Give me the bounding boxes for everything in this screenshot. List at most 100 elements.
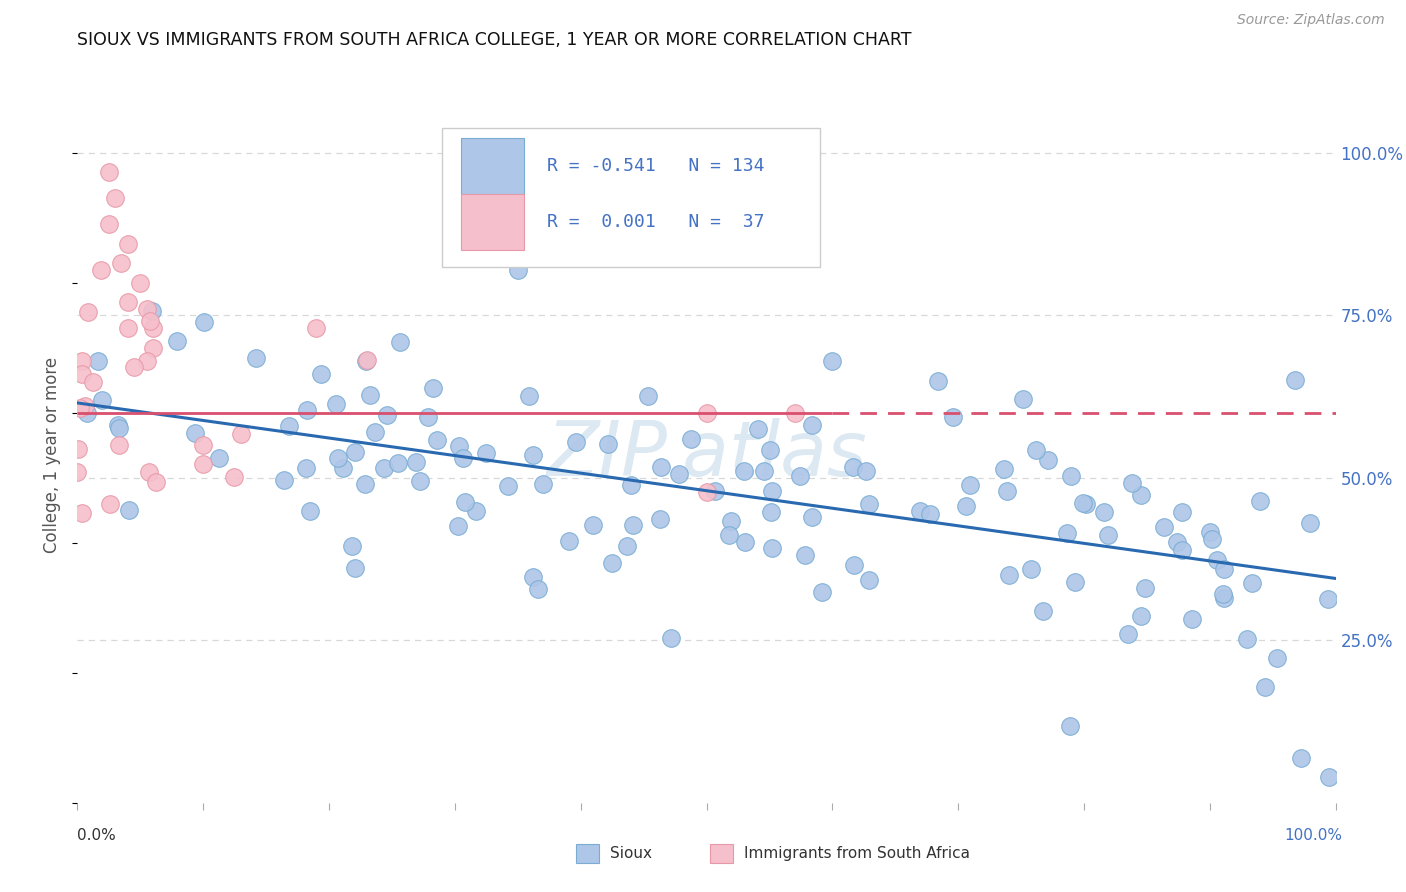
Point	[422, 381, 444, 395]
Point	[1213, 591, 1236, 606]
Point	[356, 353, 378, 368]
Point	[842, 460, 865, 475]
Point	[1121, 476, 1143, 491]
Point	[66, 442, 89, 457]
Point	[1097, 528, 1119, 542]
Point	[426, 433, 449, 447]
Point	[761, 483, 783, 498]
Point	[759, 505, 782, 519]
Point	[1071, 496, 1094, 510]
Point	[453, 495, 475, 509]
Point	[842, 558, 865, 573]
Point	[359, 388, 381, 402]
Point	[1025, 442, 1047, 457]
Point	[855, 464, 877, 478]
Point	[531, 476, 554, 491]
Point	[1319, 770, 1341, 784]
Point	[224, 470, 246, 484]
Point	[998, 568, 1021, 582]
Point	[138, 314, 160, 328]
Point	[910, 504, 932, 518]
Point	[1153, 520, 1175, 534]
Point	[66, 466, 89, 480]
Point	[409, 475, 432, 489]
Point	[858, 497, 880, 511]
Point	[465, 504, 488, 518]
Point	[506, 262, 529, 277]
Point	[191, 438, 215, 452]
Point	[90, 263, 112, 277]
Point	[747, 422, 769, 436]
Text: 100.0%: 100.0%	[1285, 828, 1343, 843]
Point	[1240, 576, 1263, 591]
Point	[141, 303, 163, 318]
Point	[87, 353, 110, 368]
Point	[1317, 592, 1340, 607]
Point	[1213, 562, 1236, 576]
Point	[1199, 524, 1222, 539]
Point	[496, 479, 519, 493]
Point	[1038, 453, 1060, 467]
Point	[342, 539, 364, 553]
Y-axis label: College, 1 year or more: College, 1 year or more	[44, 357, 62, 553]
Point	[801, 418, 824, 433]
Point	[1299, 516, 1322, 530]
Point	[600, 556, 623, 570]
Point	[298, 503, 321, 517]
Point	[1166, 534, 1188, 549]
Point	[942, 410, 965, 425]
Text: Immigrants from South Africa: Immigrants from South Africa	[744, 847, 970, 861]
Point	[389, 335, 412, 350]
Point	[783, 406, 806, 420]
Text: Source: ZipAtlas.com: Source: ZipAtlas.com	[1237, 13, 1385, 28]
Point	[138, 465, 160, 479]
Text: 0.0%: 0.0%	[77, 828, 117, 843]
Point	[451, 451, 474, 466]
Point	[703, 483, 725, 498]
Point	[356, 352, 378, 367]
Point	[650, 459, 672, 474]
Point	[927, 374, 949, 388]
Point	[696, 406, 718, 420]
Point	[811, 585, 834, 599]
Point	[1291, 751, 1313, 765]
Point	[1254, 681, 1277, 695]
Point	[142, 341, 165, 355]
Point	[183, 425, 205, 440]
Point	[522, 570, 544, 584]
Point	[416, 410, 439, 425]
Text: Sioux: Sioux	[610, 847, 652, 861]
Point	[1021, 562, 1043, 576]
Point	[447, 439, 470, 453]
Point	[821, 353, 844, 368]
Point	[325, 397, 347, 411]
Point	[475, 446, 498, 460]
Point	[1135, 581, 1157, 595]
Point	[1130, 488, 1153, 502]
Point	[659, 632, 682, 646]
Point	[1059, 718, 1081, 732]
Point	[76, 305, 98, 319]
Point	[76, 406, 98, 420]
Point	[1012, 392, 1035, 407]
Point	[1032, 604, 1054, 618]
Point	[995, 483, 1018, 498]
Point	[616, 539, 638, 553]
Text: R = -0.541   N = 134: R = -0.541 N = 134	[547, 157, 765, 175]
Text: R =  0.001   N =  37: R = 0.001 N = 37	[547, 213, 765, 231]
Point	[522, 448, 544, 462]
Point	[104, 191, 127, 205]
Point	[364, 425, 387, 440]
Point	[800, 509, 823, 524]
Point	[98, 497, 121, 511]
Point	[343, 445, 366, 459]
Point	[135, 353, 157, 368]
Point	[72, 368, 94, 382]
FancyBboxPatch shape	[461, 194, 524, 250]
Point	[993, 462, 1015, 476]
Point	[517, 389, 540, 403]
Point	[733, 464, 755, 478]
Point	[1056, 526, 1078, 541]
Point	[558, 533, 581, 548]
Point	[668, 467, 690, 481]
